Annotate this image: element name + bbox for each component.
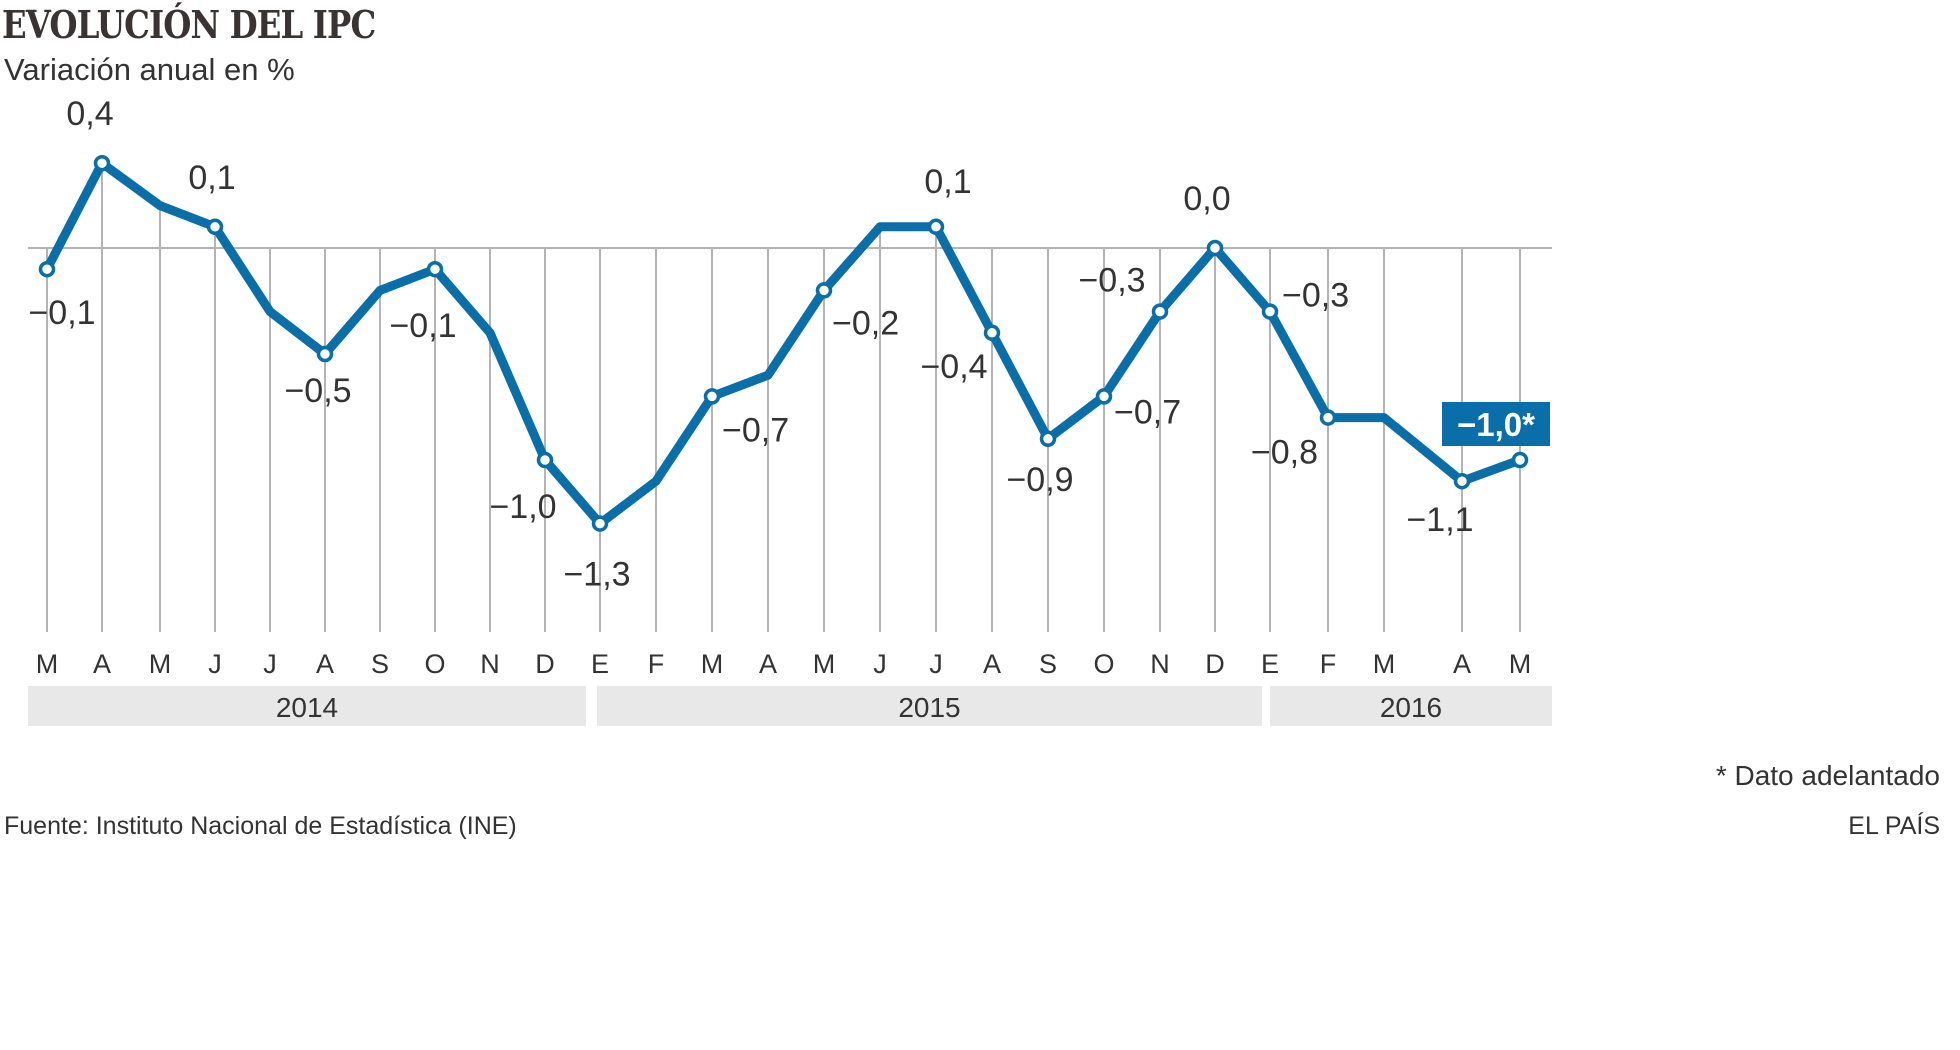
x-tick-label: A bbox=[759, 649, 777, 679]
data-label-highlight: −1,0* bbox=[1457, 406, 1535, 443]
data-label: −0,7 bbox=[722, 411, 789, 449]
data-label: −0,9 bbox=[1006, 461, 1073, 499]
x-tick-label: N bbox=[1150, 649, 1170, 679]
x-tick-label: E bbox=[1261, 649, 1279, 679]
data-point bbox=[1039, 430, 1057, 448]
data-point bbox=[316, 345, 334, 363]
data-point bbox=[426, 260, 444, 278]
data-label: −0,5 bbox=[284, 372, 351, 410]
data-label: −1,3 bbox=[563, 556, 630, 594]
x-tick-label: S bbox=[371, 649, 389, 679]
series-line bbox=[42, 158, 1525, 529]
x-tick-label: J bbox=[873, 649, 887, 679]
x-tick-label: M bbox=[813, 649, 836, 679]
x-tick-label: M bbox=[1373, 649, 1396, 679]
chart-title: EVOLUCIÓN DEL IPC bbox=[2, 2, 376, 47]
data-point bbox=[1511, 451, 1529, 469]
x-tick-label: N bbox=[480, 649, 500, 679]
x-tick-label: O bbox=[1093, 649, 1114, 679]
data-label: −0,7 bbox=[1114, 393, 1181, 431]
x-tick-label: M bbox=[149, 649, 172, 679]
year-band bbox=[597, 686, 1262, 726]
x-tick-label: S bbox=[1039, 649, 1057, 679]
x-tick-label: A bbox=[1453, 649, 1471, 679]
year-band bbox=[1270, 686, 1552, 726]
data-point bbox=[38, 260, 56, 278]
x-tick-label: E bbox=[591, 649, 609, 679]
data-label: −0,8 bbox=[1251, 434, 1318, 472]
x-tick-label: O bbox=[424, 649, 445, 679]
data-label: −0,1 bbox=[28, 294, 95, 332]
data-label: 0,1 bbox=[924, 163, 971, 201]
data-point bbox=[1261, 303, 1279, 320]
x-tick-label: M bbox=[701, 649, 724, 679]
data-label: −1,1 bbox=[1406, 501, 1473, 539]
data-label: 0,0 bbox=[1183, 180, 1230, 218]
data-point bbox=[1095, 388, 1113, 405]
data-point bbox=[536, 451, 554, 469]
credit: EL PAÍS bbox=[1848, 812, 1940, 840]
year-label: 2015 bbox=[898, 692, 960, 723]
footnote: * Dato adelantado bbox=[1715, 760, 1940, 791]
x-tick-label: M bbox=[36, 649, 59, 679]
year-label: 2014 bbox=[276, 692, 338, 723]
data-point bbox=[1453, 472, 1471, 490]
data-point bbox=[206, 218, 224, 236]
data-point bbox=[703, 388, 721, 405]
data-point bbox=[983, 324, 1001, 342]
data-label: −1,0 bbox=[489, 488, 556, 526]
source-note: Fuente: Instituto Nacional de Estadístic… bbox=[4, 812, 517, 840]
x-tick-label: J bbox=[208, 649, 222, 679]
data-point bbox=[1206, 239, 1224, 257]
x-tick-label: A bbox=[93, 649, 111, 679]
x-tick-label: D bbox=[535, 649, 555, 679]
x-tick-label: J bbox=[929, 649, 943, 679]
data-label: −0,3 bbox=[1282, 277, 1349, 315]
data-label: −0,2 bbox=[832, 304, 899, 342]
data-point bbox=[927, 218, 945, 236]
x-tick-label: J bbox=[263, 649, 277, 679]
x-tick-label: A bbox=[983, 649, 1001, 679]
x-tick-label: A bbox=[316, 649, 334, 679]
data-point bbox=[1319, 409, 1337, 426]
data-point bbox=[93, 154, 111, 172]
data-point bbox=[1151, 303, 1169, 320]
data-label: 0,1 bbox=[188, 159, 235, 197]
data-label: −0,3 bbox=[1078, 262, 1145, 300]
data-label: −0,4 bbox=[920, 348, 987, 386]
data-point bbox=[815, 282, 833, 299]
data-label: −0,1 bbox=[389, 307, 456, 345]
chart-subtitle: Variación anual en % bbox=[4, 52, 295, 87]
x-tick-label: D bbox=[1205, 649, 1225, 679]
data-point bbox=[591, 515, 609, 532]
highlight-label-box bbox=[1442, 402, 1550, 446]
line-chart: M A M J J A S O N D E F M A M J J A S O N D E F M A M 2014 2015 2016 −… bbox=[28, 95, 1552, 726]
x-tick-label: F bbox=[648, 649, 665, 679]
x-tick-label: F bbox=[1320, 649, 1337, 679]
x-tick-label: M bbox=[1509, 649, 1532, 679]
year-band bbox=[28, 686, 586, 726]
year-label: 2016 bbox=[1380, 692, 1442, 723]
data-label: 0,4 bbox=[66, 95, 113, 133]
